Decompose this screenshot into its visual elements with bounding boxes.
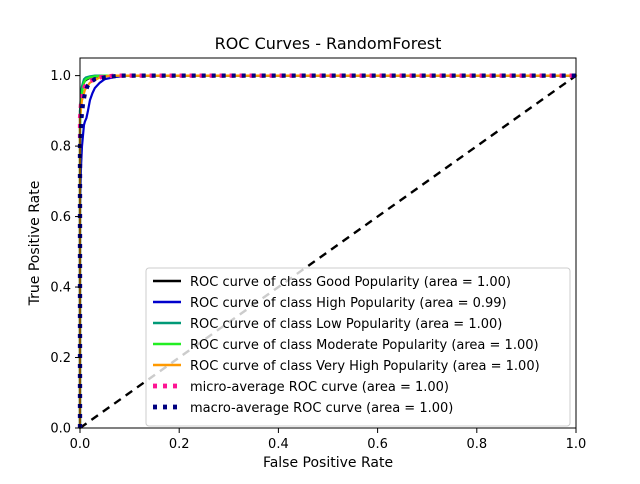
roc-series-line-6 bbox=[77, 73, 576, 428]
x-tick-label-2: 0.4 bbox=[268, 437, 289, 452]
legend: ROC curve of class Good Popularity (area… bbox=[145, 267, 571, 427]
legend-box bbox=[145, 267, 571, 427]
x-tick-label-5: 1.0 bbox=[566, 437, 587, 452]
x-tick-label-4: 0.8 bbox=[466, 437, 487, 452]
plot-frame bbox=[79, 57, 577, 429]
legend-label-3: ROC curve of class Low Popularity (area … bbox=[190, 317, 502, 332]
y-tick-label-5: 1.0 bbox=[50, 69, 71, 84]
legend-label-5: ROC curve of class Very High Popularity … bbox=[190, 359, 540, 374]
x-axis-label: False Positive Rate bbox=[263, 455, 393, 471]
legend-label-7: macro-average ROC curve (area = 1.00) bbox=[190, 401, 453, 416]
roc-series-line-2 bbox=[78, 74, 578, 430]
chart-title: ROC Curves - RandomForest bbox=[215, 34, 442, 53]
y-tick-label-3: 0.6 bbox=[50, 210, 71, 225]
legend-label-1: ROC curve of class Good Popularity (area… bbox=[190, 275, 511, 290]
axes-layer: 0.0 0.2 0.4 0.6 0.8 1.0 0.0 0.2 0.4 0.6 0.8 1.0 bbox=[50, 57, 587, 452]
y-tick-label-0: 0.0 bbox=[50, 422, 71, 437]
y-tick-label-1: 0.2 bbox=[50, 351, 71, 366]
y-tick-label-2: 0.4 bbox=[50, 281, 71, 296]
x-tick-label-3: 0.6 bbox=[367, 437, 388, 452]
x-tick-label-1: 0.2 bbox=[169, 437, 190, 452]
x-tick-label-0: 0.0 bbox=[70, 437, 91, 452]
legend-label-2: ROC curve of class High Popularity (area… bbox=[190, 296, 507, 311]
y-tick-label-4: 0.8 bbox=[50, 140, 71, 155]
legend-label-4: ROC curve of class Moderate Popularity (… bbox=[190, 338, 539, 353]
roc-series-line-7 bbox=[77, 73, 576, 428]
legend-label-6: micro-average ROC curve (area = 1.00) bbox=[190, 380, 449, 395]
y-axis-label: True Positive Rate bbox=[27, 181, 43, 307]
